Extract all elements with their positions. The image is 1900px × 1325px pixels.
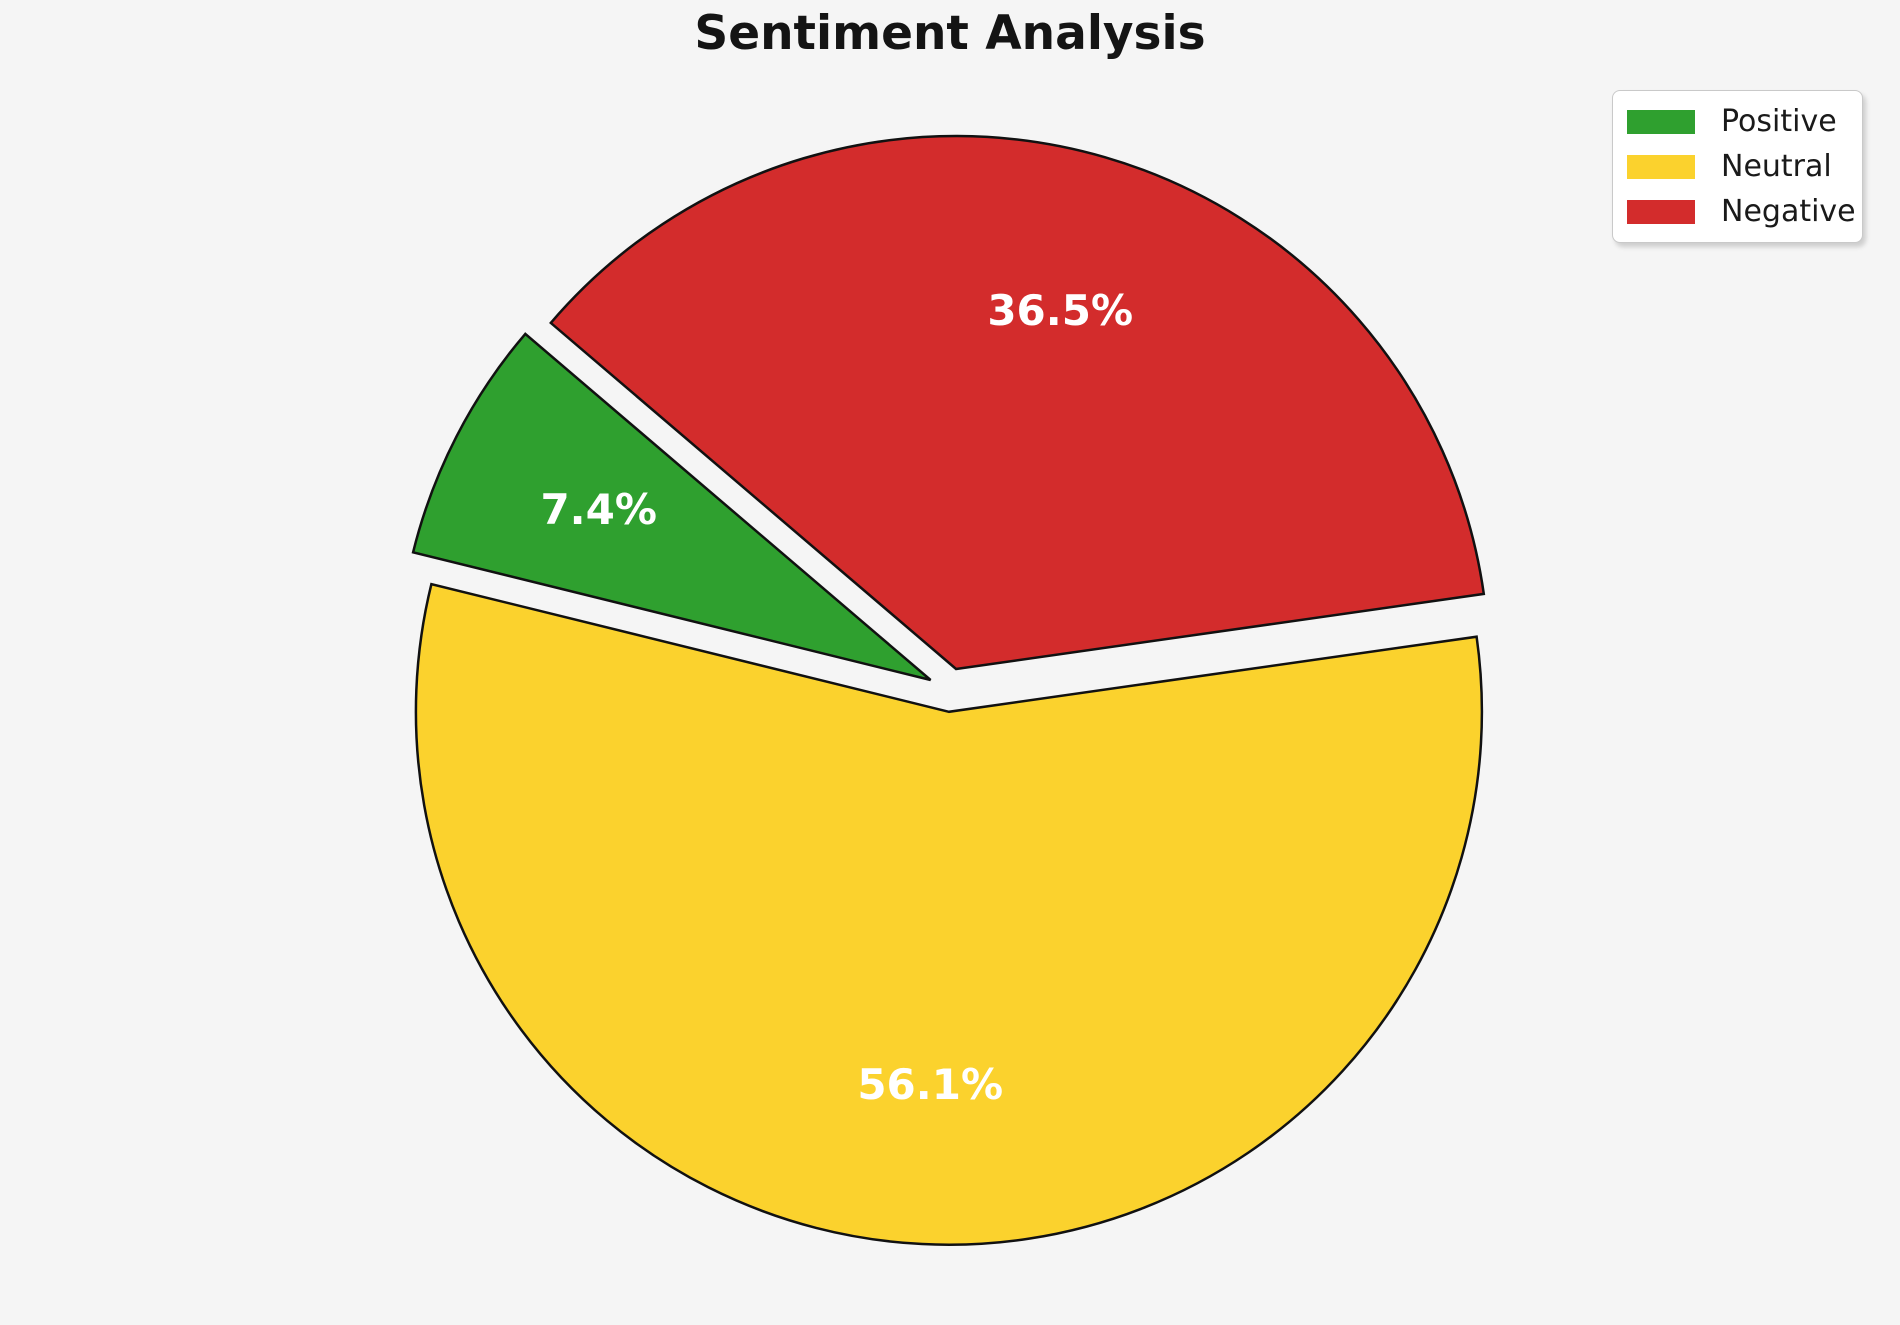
chart-title: Sentiment Analysis bbox=[694, 6, 1206, 61]
legend-item-neutral: Neutral bbox=[1627, 144, 1848, 189]
legend-swatch-neutral bbox=[1627, 154, 1695, 179]
legend-item-positive: Positive bbox=[1627, 99, 1848, 144]
pie-slice-positive bbox=[411, 332, 932, 682]
legend-swatch-positive bbox=[1627, 109, 1695, 134]
pct-label-positive: 7.4% bbox=[540, 485, 656, 534]
pct-label-negative: 36.5% bbox=[987, 286, 1133, 335]
legend-label-neutral: Neutral bbox=[1721, 148, 1832, 184]
legend-item-negative: Negative bbox=[1627, 189, 1856, 234]
pie-slice-neutral bbox=[414, 582, 1484, 1246]
legend-swatch-negative bbox=[1627, 199, 1695, 224]
pct-label-neutral: 56.1% bbox=[857, 1060, 1003, 1109]
pie-slice-negative bbox=[549, 134, 1486, 671]
legend-label-positive: Positive bbox=[1721, 103, 1837, 139]
legend-label-negative: Negative bbox=[1721, 193, 1856, 229]
legend: Positive Neutral Negative bbox=[1612, 90, 1863, 243]
